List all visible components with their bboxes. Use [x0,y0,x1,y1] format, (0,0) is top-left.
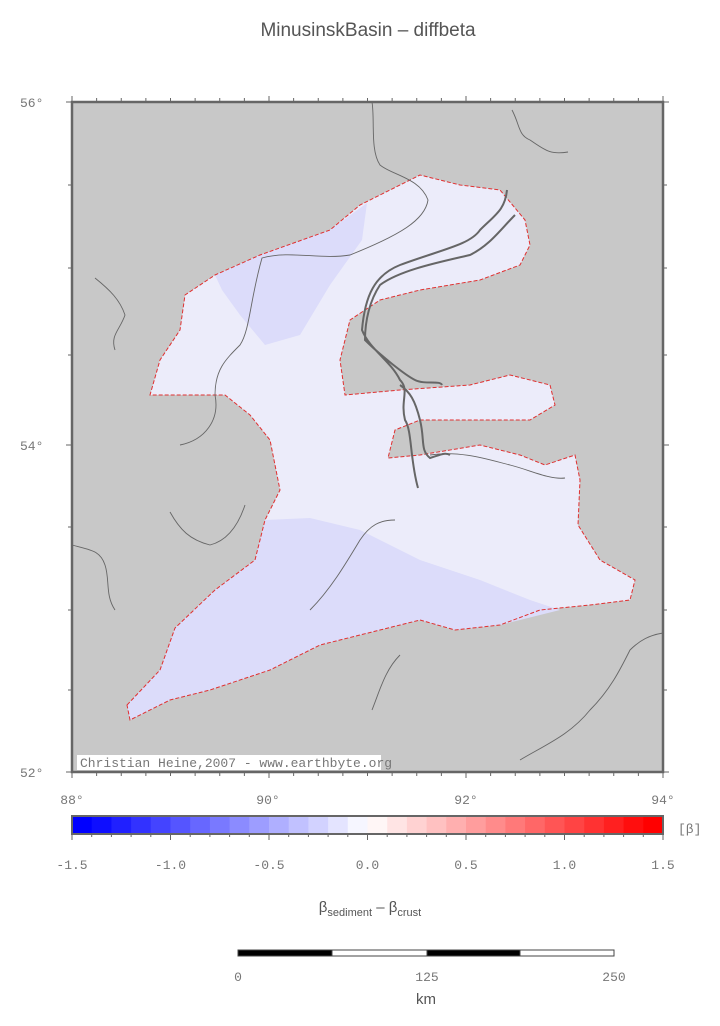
colorbar-tick-label: 1.5 [651,858,674,873]
colorbar-swatch [190,816,211,834]
colorbar-tick-label: -0.5 [253,858,284,873]
colorbar-swatch [111,816,132,834]
operator: – [372,899,389,916]
colorbar-swatch [150,816,171,834]
colorbar-swatch [406,816,428,834]
colorbar-swatch [466,816,487,834]
colorbar-swatch [485,816,506,834]
river [429,453,566,479]
scale-label: 0 [234,970,242,985]
lat-label: 56° [20,96,43,111]
colorbar-tick-label: 0.5 [454,858,477,873]
river [519,632,664,761]
scale-segment [426,949,521,957]
colorbar-tick-label: 1.0 [553,858,576,873]
symbol: β [319,899,328,916]
river [371,654,401,711]
colorbar-swatch [387,816,408,834]
scale-segment [331,949,428,957]
colorbar-swatch [170,816,191,834]
frame-ticks [66,96,669,778]
scale-label: 125 [415,970,438,985]
scalebar: 0 125 250 km [234,949,626,1008]
river [94,277,126,351]
river [179,101,429,446]
colorbar-swatch [426,816,447,834]
colorbar-swatch [91,816,112,834]
subscript: crust [397,907,421,919]
colorbar-swatch [544,816,565,834]
colorbar-swatch [131,816,152,834]
colorbar-swatch [308,816,329,834]
colorbar-swatch [269,816,290,834]
colorbar-tick-label: -1.0 [155,858,186,873]
credit: Christian Heine,2007 - www.earthbyte.org [80,756,392,771]
river [309,519,396,611]
basin-low-north [215,203,367,345]
colorbar-tick-label: -1.5 [56,858,87,873]
lon-label: 92° [454,793,477,808]
colorbar-swatch [623,816,644,834]
basin-low-south [127,518,560,720]
colorbar-swatch [446,816,467,834]
colorbar-swatch [72,816,93,834]
colorbar-tick-label: 0.0 [356,858,379,873]
colorbar-swatch [347,816,368,834]
colorbar-swatch [288,816,309,834]
lat-label: 54° [20,439,43,454]
colorbar-label: βsediment – βcrust [319,899,421,919]
colorbar-swatch [643,816,664,834]
lon-label: 88° [60,793,83,808]
colorbar-swatch [229,816,250,834]
colorbar-swatch [249,816,270,834]
river [511,109,569,154]
scale-label: 250 [602,970,625,985]
colorbar-swatch [505,816,526,834]
subscript: sediment [327,907,372,919]
colorbar: -1.5 -1.0 -0.5 0.0 0.5 1.0 1.5 [56,815,675,873]
reservoir [360,189,516,489]
colorbar-swatch [367,816,388,834]
lat-label: 52° [20,766,43,781]
colorbar-swatch [328,816,349,834]
colorbar-swatch [525,816,546,834]
symbol: β [389,899,398,916]
credit-box [77,755,381,770]
colorbar-swatch [603,816,625,834]
colorbar-swatch [564,816,585,834]
lon-label: 90° [256,793,279,808]
basin-outline [126,174,636,721]
map-title: MinusinskBasin – diffbeta [260,20,476,41]
colorbar-swatch [584,816,605,834]
scale-segment [519,949,615,957]
colorbar-swatch [209,816,231,834]
colorbar-unit: [β] [678,822,701,837]
scale-unit: km [416,991,436,1008]
lon-label: 94° [651,793,674,808]
scale-segment [237,949,333,957]
river [169,504,246,546]
map-area: Christian Heine,2007 - www.earthbyte.org [70,100,665,774]
river [71,544,116,611]
